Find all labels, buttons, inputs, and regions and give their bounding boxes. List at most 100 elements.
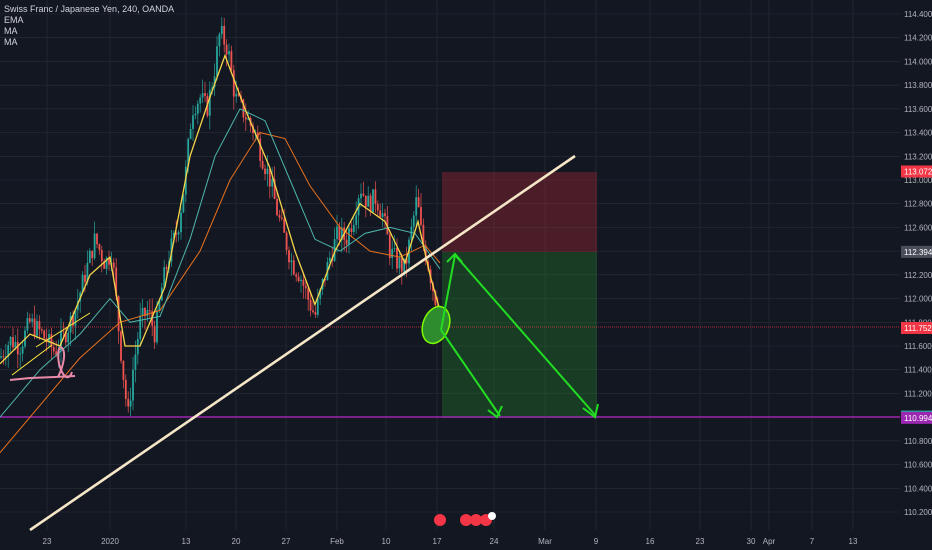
candle-body	[72, 315, 74, 326]
price-tick-label: 112.800	[904, 200, 932, 209]
candle-body	[26, 318, 29, 331]
time-tick-label: 20	[232, 537, 241, 546]
candle-body	[422, 224, 425, 246]
time-tick-label: 13	[182, 537, 191, 546]
candle-body	[201, 93, 204, 98]
indicator-ema[interactable]: EMA	[4, 15, 24, 25]
candle-body	[204, 93, 206, 96]
candle-body	[28, 318, 31, 322]
candle-body	[16, 341, 19, 355]
candle-body	[434, 291, 437, 306]
stop-loss-zone[interactable]	[442, 172, 597, 252]
candle-body	[384, 213, 386, 217]
price-tick-label: 113.200	[904, 152, 932, 161]
price-tag: 113.072	[901, 165, 932, 178]
pink-scribble[interactable]	[9, 346, 76, 381]
candle-body	[14, 341, 17, 348]
time-tick-label: Mar	[538, 537, 552, 546]
candle-body	[129, 400, 132, 407]
candle-body	[19, 353, 22, 355]
candle-body	[333, 239, 336, 261]
candle-body	[278, 215, 281, 218]
candle-body	[64, 331, 67, 343]
candle-body	[376, 204, 379, 211]
take-profit-zone[interactable]	[442, 252, 597, 418]
candle-body	[62, 331, 65, 333]
candle-body	[93, 233, 96, 259]
candle-body	[247, 118, 250, 120]
candle-body	[112, 262, 115, 268]
candle-body	[285, 232, 288, 251]
candle-body	[244, 117, 247, 120]
candle-body	[338, 226, 341, 241]
indicator-ma-1[interactable]: MA	[4, 26, 18, 36]
price-tick-label: 110.600	[904, 461, 932, 470]
candle-body	[288, 250, 290, 263]
time-tick-label: 13	[849, 537, 858, 546]
candle-body	[232, 70, 235, 97]
time-tick-label: 27	[282, 537, 291, 546]
ma-fast-line	[0, 108, 441, 418]
candle-body	[4, 356, 7, 358]
candle-body	[12, 337, 14, 348]
candle-body	[350, 228, 353, 232]
price-tag: 110.994	[901, 411, 932, 424]
candle-body	[410, 226, 413, 240]
candle-body	[261, 160, 264, 169]
risk-reward-zones[interactable]	[442, 172, 597, 418]
candle-body	[165, 267, 168, 269]
candle-body	[259, 138, 262, 161]
candle-body	[156, 310, 158, 343]
candle-body	[312, 310, 314, 313]
small-trendline-lower[interactable]	[11, 344, 53, 376]
candle-body	[48, 334, 50, 343]
dividend-icon[interactable]	[434, 514, 446, 526]
price-tick-label: 111.600	[904, 342, 932, 351]
candle-body	[309, 299, 312, 311]
candle-body	[21, 346, 24, 354]
small-trendline-upper[interactable]	[35, 312, 91, 348]
candle-body	[295, 274, 298, 277]
event-icons[interactable]	[434, 512, 496, 526]
price-tag: 112.394	[901, 245, 932, 258]
price-tick-label: 110.400	[904, 484, 932, 493]
candle-body	[218, 34, 221, 47]
candle-body	[158, 300, 161, 311]
candle-body	[360, 193, 362, 199]
candle-body	[388, 234, 391, 259]
event-icon-3[interactable]	[470, 514, 482, 526]
price-tag-bg	[901, 411, 932, 424]
event-icon-2[interactable]	[460, 514, 472, 526]
candle-body	[220, 25, 223, 35]
candle-body	[208, 89, 211, 116]
trendline[interactable]	[29, 154, 576, 532]
grid	[0, 0, 900, 530]
candle-body	[348, 228, 350, 245]
candle-body	[230, 51, 233, 71]
candle-body	[362, 193, 365, 196]
drawings[interactable]	[9, 154, 599, 532]
candle-body	[271, 179, 274, 187]
event-icon-5[interactable]	[488, 512, 496, 520]
indicator-ma-2[interactable]: MA	[4, 37, 18, 47]
candle-body	[340, 227, 343, 241]
price-tag-bg	[901, 321, 932, 334]
candle-body	[86, 262, 89, 283]
moving-average-lines	[0, 53, 441, 454]
price-tick-label: 114.400	[904, 10, 932, 19]
time-axis[interactable]: 23 2020 13 20 27 Feb 10 17 24 Mar 9 16 23 30 Apr 7 13	[43, 537, 858, 546]
symbol-title[interactable]: Swiss Franc / Japanese Yen, 240, OANDA	[4, 4, 175, 14]
candle-body	[36, 321, 38, 336]
candle-body	[328, 257, 331, 262]
candle-body	[417, 197, 420, 208]
projection-arrows[interactable]	[440, 252, 599, 419]
candle-body	[372, 189, 374, 213]
candle-body	[194, 113, 197, 116]
candle-body	[127, 398, 130, 407]
candle-body	[67, 332, 70, 343]
time-tick-label: Apr	[763, 537, 776, 546]
candle-body	[182, 194, 185, 213]
candle-body	[268, 168, 271, 187]
